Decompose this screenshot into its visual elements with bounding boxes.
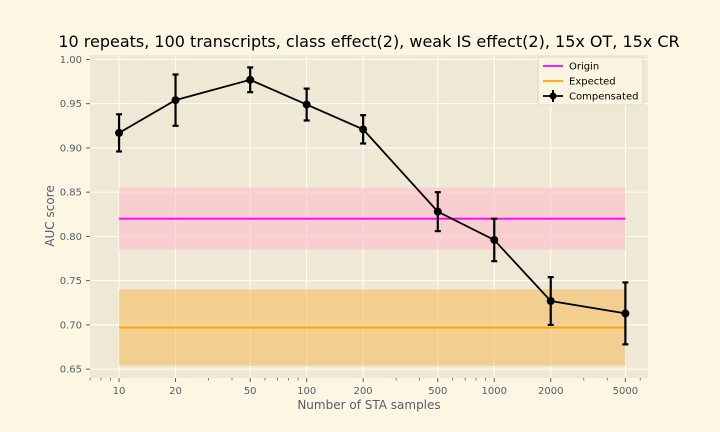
legend-marker-compensated xyxy=(549,92,557,100)
legend-label-expected: Expected xyxy=(569,77,616,88)
data-point xyxy=(546,297,555,306)
data-point xyxy=(246,75,255,84)
x-tick-label: 1000 xyxy=(482,386,507,397)
y-tick-label: 1.00 xyxy=(60,55,82,66)
y-tick-label: 0.95 xyxy=(60,99,82,110)
y-tick-label: 0.70 xyxy=(60,320,82,331)
data-point xyxy=(359,125,368,134)
data-point xyxy=(302,100,311,109)
y-tick-label: 0.80 xyxy=(60,232,82,243)
legend-box xyxy=(537,56,644,106)
chart-title: 10 repeats, 100 transcripts, class effec… xyxy=(58,32,679,51)
x-tick-label: 100 xyxy=(297,386,316,397)
x-tick-label: 200 xyxy=(354,386,373,397)
x-tick-label: 2000 xyxy=(538,386,563,397)
y-tick-label: 0.75 xyxy=(60,276,82,287)
x-axis-label: Number of STA samples xyxy=(297,398,440,412)
data-point xyxy=(115,128,124,137)
data-point xyxy=(621,309,630,318)
x-axis-ticks: 10 20 50 100 200 500 1000 2000 5000 xyxy=(89,378,641,397)
legend-label-compensated: Compensated xyxy=(569,92,638,103)
y-tick-label: 0.85 xyxy=(60,188,82,199)
data-point xyxy=(433,207,442,216)
x-tick-label: 20 xyxy=(169,386,182,397)
x-tick-label: 10 xyxy=(113,386,126,397)
legend-label-origin: Origin xyxy=(569,62,599,73)
x-tick-label: 5000 xyxy=(613,386,638,397)
reference-lines xyxy=(119,217,626,329)
data-point xyxy=(490,235,499,244)
legend: Origin Expected Compensated xyxy=(537,56,644,106)
y-axis-label: AUC score xyxy=(43,185,57,246)
x-tick-label: 50 xyxy=(244,386,257,397)
y-axis-ticks: 0.65 0.70 0.75 0.80 0.85 0.90 0.95 1.00 xyxy=(60,55,90,376)
data-point xyxy=(171,96,180,105)
x-tick-label: 500 xyxy=(428,386,447,397)
compensated-series xyxy=(115,66,630,346)
y-tick-label: 0.65 xyxy=(60,365,82,376)
y-tick-label: 0.90 xyxy=(60,143,82,154)
